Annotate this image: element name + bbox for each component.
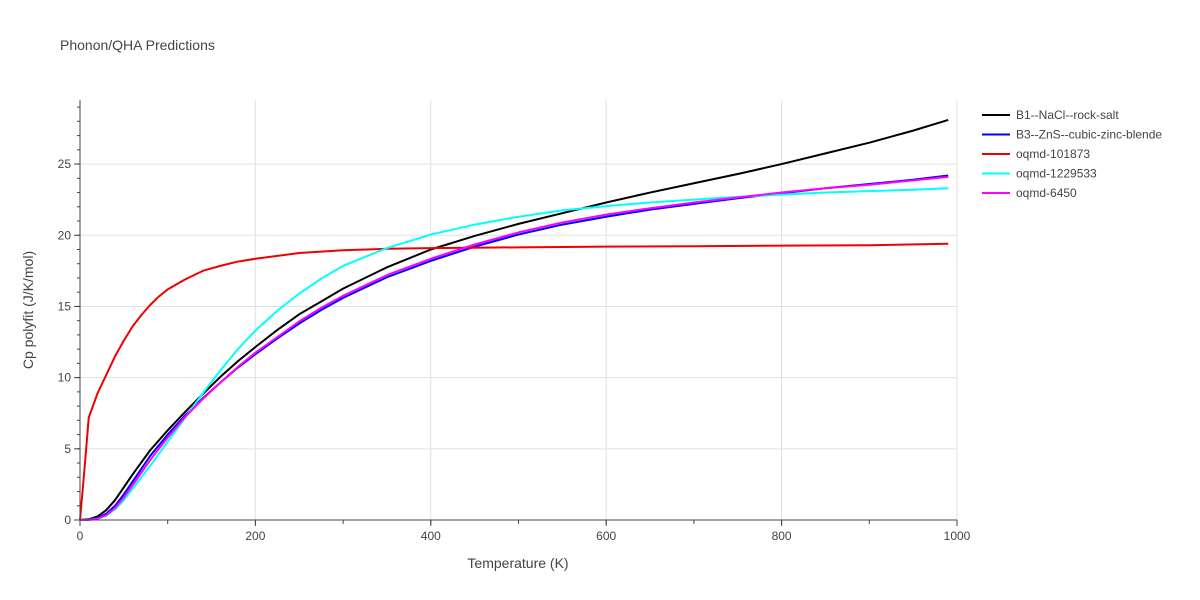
x-tick-label: 200 bbox=[245, 529, 265, 543]
y-axis-ticks: 0 5 10 15 20 25 bbox=[58, 157, 80, 527]
legend: B1--NaCl--rock-salt B3--ZnS--cubic-zinc-b… bbox=[982, 108, 1162, 200]
legend-label-3: oqmd-1229533 bbox=[1016, 167, 1097, 181]
legend-label-1: B3--ZnS--cubic-zinc-blende bbox=[1016, 128, 1162, 142]
y-tick-label: 15 bbox=[58, 299, 72, 313]
x-tick-label: 400 bbox=[421, 529, 441, 543]
x-tick-label: 1000 bbox=[944, 529, 971, 543]
series-lines bbox=[79, 118, 949, 521]
legend-label-4: oqmd-6450 bbox=[1016, 186, 1077, 200]
y-tick-label: 5 bbox=[64, 442, 71, 456]
series-line-0 bbox=[79, 118, 949, 521]
x-tick-label: 800 bbox=[772, 529, 792, 543]
y-tick-label: 20 bbox=[58, 228, 72, 242]
gridlines bbox=[80, 100, 958, 520]
legend-label-2: oqmd-101873 bbox=[1016, 147, 1090, 161]
y-axis-title: Cp polyfit (J/K/mol) bbox=[20, 251, 36, 369]
x-axis-title: Temperature (K) bbox=[467, 555, 568, 571]
x-tick-label: 600 bbox=[596, 529, 616, 543]
chart-title: Phonon/QHA Predictions bbox=[60, 37, 215, 53]
x-tick-label: 0 bbox=[77, 529, 84, 543]
series-line-2 bbox=[79, 242, 949, 521]
y-tick-label: 10 bbox=[58, 371, 72, 385]
x-axis-ticks: 0 200 400 600 800 1000 bbox=[77, 520, 971, 543]
y-tick-label: 0 bbox=[64, 513, 71, 527]
series-line-3 bbox=[79, 187, 949, 521]
y-tick-label: 25 bbox=[58, 157, 72, 171]
series-line-1 bbox=[79, 174, 949, 521]
series-line-4 bbox=[79, 175, 949, 521]
legend-label-0: B1--NaCl--rock-salt bbox=[1016, 108, 1119, 122]
